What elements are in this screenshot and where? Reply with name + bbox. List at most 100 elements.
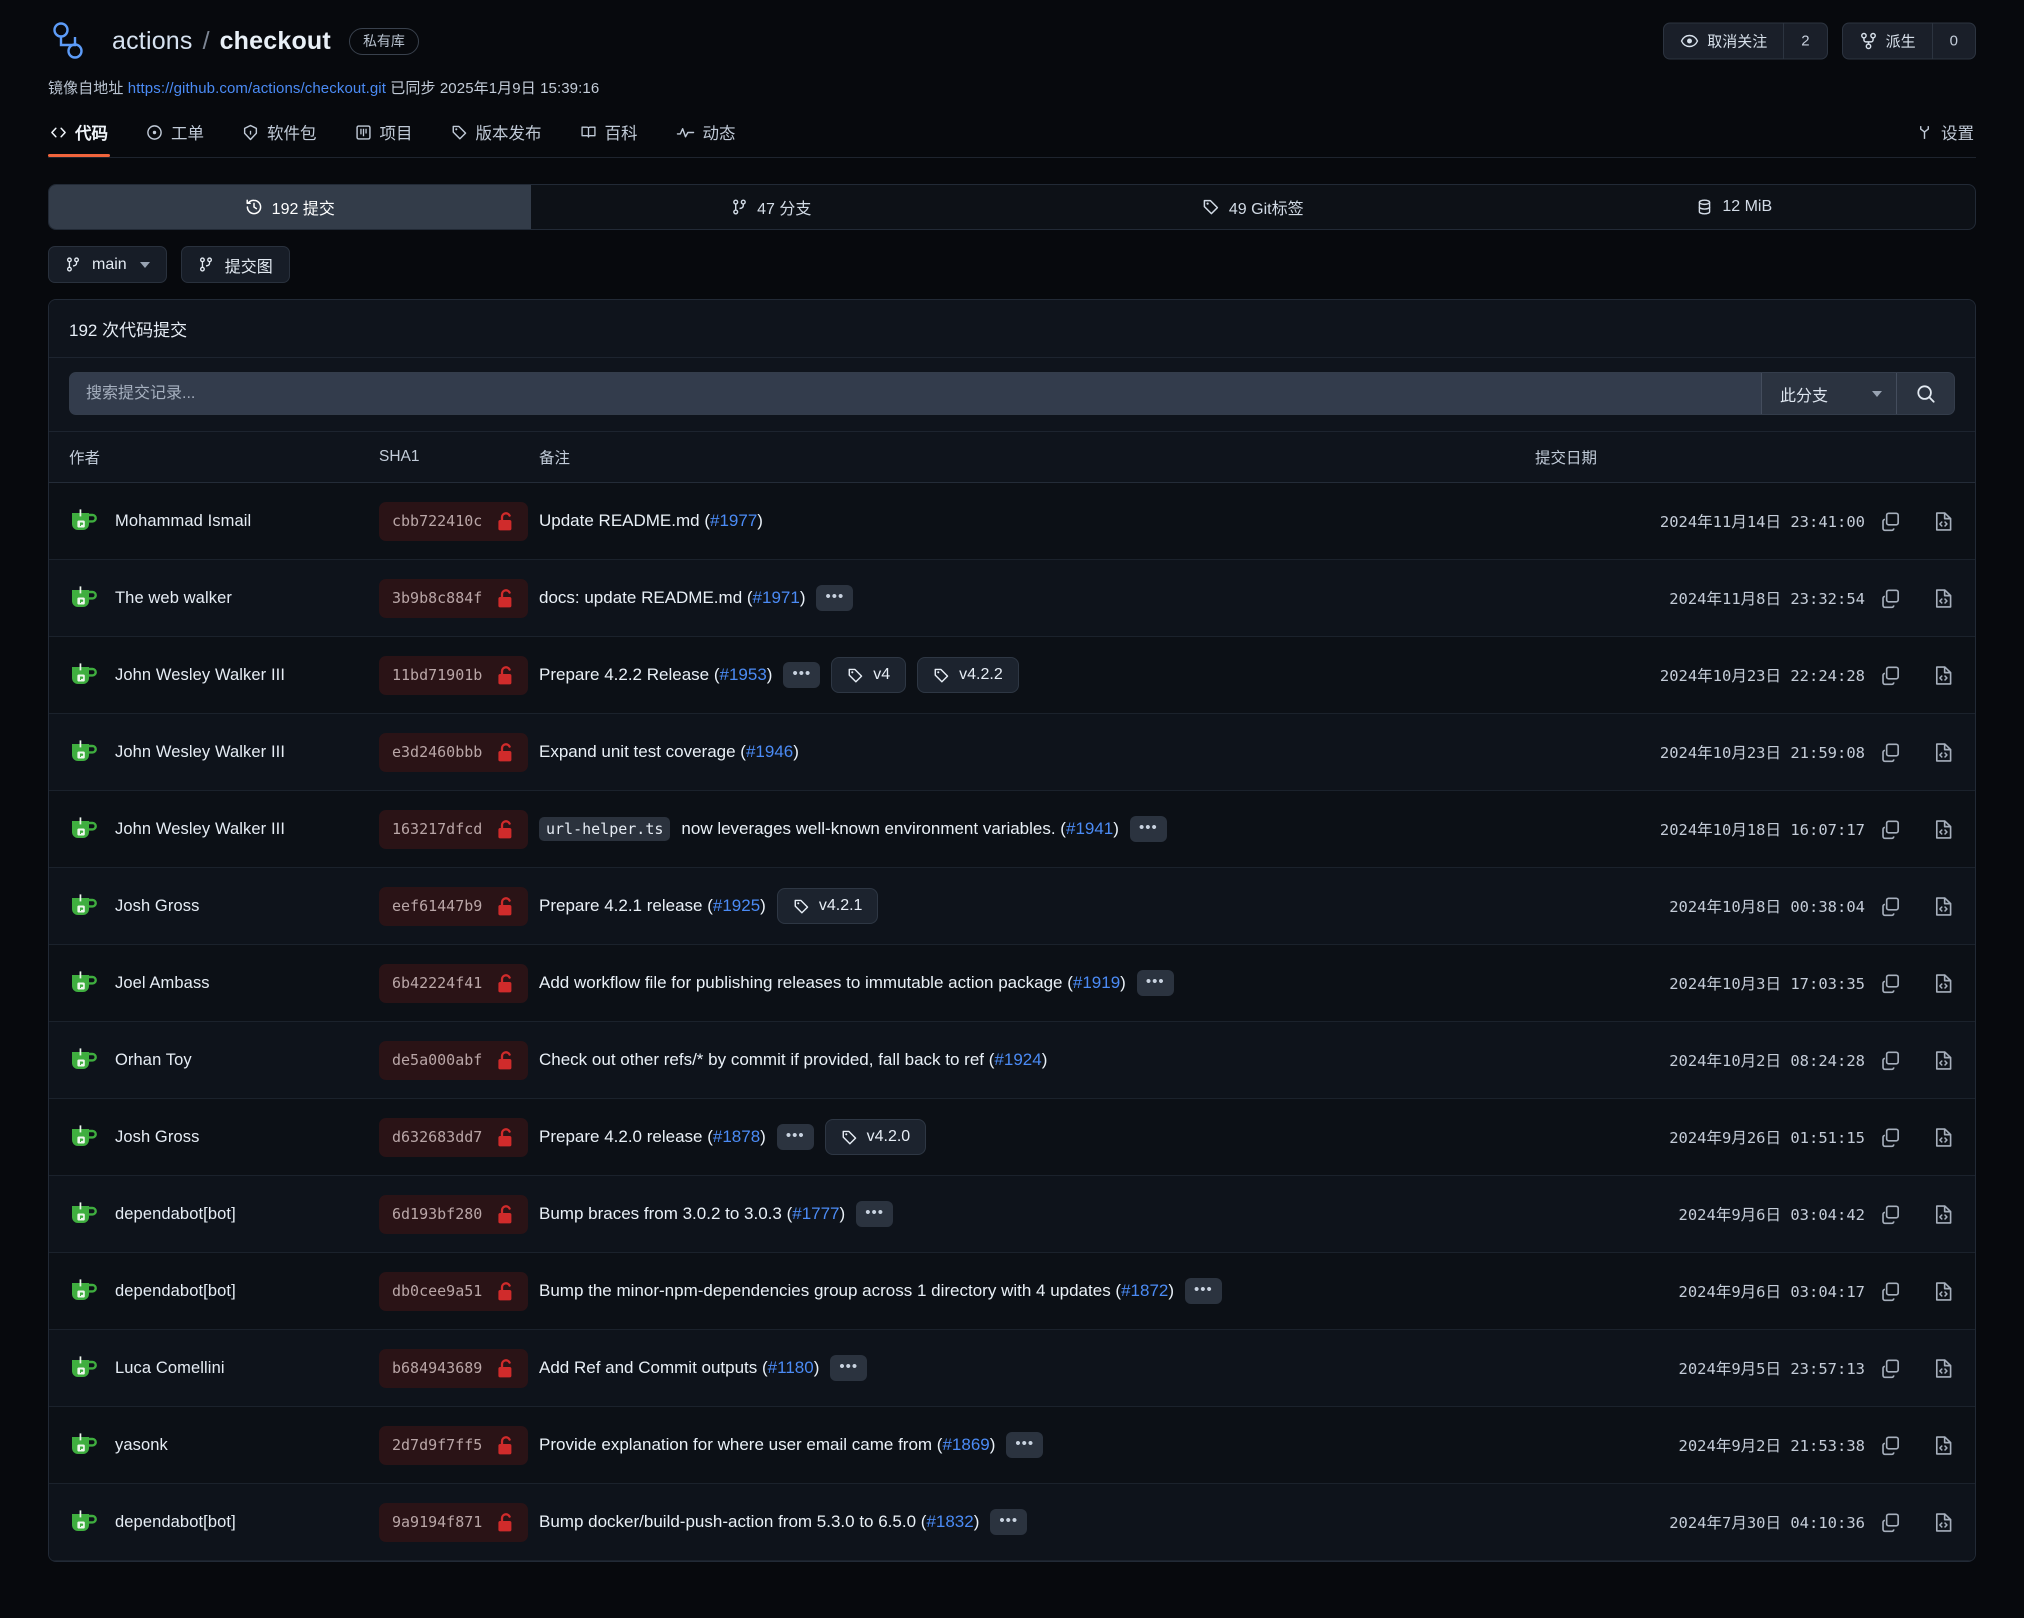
commit-sha-pill[interactable]: 2d7d9f7ff5 xyxy=(379,1425,529,1465)
commit-sha-pill[interactable]: 6b42224f41 xyxy=(379,963,529,1003)
watch-button-group[interactable]: 取消关注 2 xyxy=(1663,22,1828,60)
commit-message-text[interactable]: Add Ref and Commit outputs (#1180) xyxy=(539,1358,820,1377)
commit-message-text[interactable]: Update README.md (#1977) xyxy=(539,511,763,530)
commit-tag-chip[interactable]: v4.2.1 xyxy=(776,888,879,924)
file-code-icon[interactable] xyxy=(1932,818,1955,841)
copy-icon[interactable] xyxy=(1879,895,1902,918)
commit-sha-pill[interactable]: 163217dfcd xyxy=(379,809,529,849)
copy-icon[interactable] xyxy=(1879,1357,1902,1380)
copy-icon[interactable] xyxy=(1879,741,1902,764)
copy-icon[interactable] xyxy=(1879,1511,1902,1534)
commit-tag-chip[interactable]: v4.2.0 xyxy=(824,1119,927,1155)
tab-projects[interactable]: 项目 xyxy=(353,114,415,157)
commit-message-text[interactable]: Prepare 4.2.0 release (#1878) xyxy=(539,1127,766,1146)
copy-icon[interactable] xyxy=(1879,510,1902,533)
copy-icon[interactable] xyxy=(1879,664,1902,687)
commit-sha-pill[interactable]: 11bd71901b xyxy=(379,655,529,695)
copy-icon[interactable] xyxy=(1879,1203,1902,1226)
commit-pr-link[interactable]: #1971 xyxy=(752,588,800,607)
commit-sha-pill[interactable]: e3d2460bbb xyxy=(379,732,529,772)
commit-pr-link[interactable]: #1777 xyxy=(792,1204,840,1223)
avatar[interactable] xyxy=(69,1199,99,1229)
tab-packages[interactable]: 软件包 xyxy=(240,114,319,157)
tab-wiki[interactable]: 百科 xyxy=(578,114,640,157)
copy-icon[interactable] xyxy=(1879,1434,1902,1457)
stat-size[interactable]: 12 MiB xyxy=(1494,185,1976,229)
table-row[interactable]: Josh Gross d632683dd7 Prepare 4.2.0 releas… xyxy=(49,1098,1975,1176)
commit-pr-link[interactable]: #1180 xyxy=(767,1358,814,1377)
expand-commit-message-button[interactable]: ••• xyxy=(1129,816,1167,842)
table-row[interactable]: Luca Comellini b684943689 Add Ref and Comm… xyxy=(49,1329,1975,1407)
branch-selector-button[interactable]: main xyxy=(48,246,167,283)
file-code-icon[interactable] xyxy=(1932,1203,1955,1226)
file-code-icon[interactable] xyxy=(1932,510,1955,533)
commit-pr-link[interactable]: #1953 xyxy=(719,665,767,684)
copy-icon[interactable] xyxy=(1879,972,1902,995)
tab-settings[interactable]: 设置 xyxy=(1914,114,1976,157)
avatar[interactable] xyxy=(69,968,99,998)
avatar[interactable] xyxy=(69,506,99,536)
commit-sha-pill[interactable]: cbb722410c xyxy=(379,501,529,541)
commit-author-name[interactable]: dependabot[bot] xyxy=(115,1204,236,1223)
table-row[interactable]: dependabot[bot] db0cee9a51 Bump the minor-… xyxy=(49,1252,1975,1330)
expand-commit-message-button[interactable]: ••• xyxy=(990,1509,1028,1535)
commit-message-text[interactable]: Add workflow file for publishing release… xyxy=(539,973,1126,992)
commit-author-name[interactable]: The web walker xyxy=(115,588,232,607)
file-code-icon[interactable] xyxy=(1932,1280,1955,1303)
commit-message-text[interactable]: now leverages well-known environment var… xyxy=(681,819,1119,838)
expand-commit-message-button[interactable]: ••• xyxy=(776,1124,814,1150)
stat-commits[interactable]: 192 提交 xyxy=(49,185,531,229)
table-row[interactable]: The web walker 3b9b8c884f docs: update REA… xyxy=(49,559,1975,637)
file-code-icon[interactable] xyxy=(1932,664,1955,687)
commit-author-name[interactable]: dependabot[bot] xyxy=(115,1512,236,1531)
commit-message-text[interactable]: Bump the minor-npm-dependencies group ac… xyxy=(539,1281,1175,1300)
commit-message-text[interactable]: Expand unit test coverage (#1946) xyxy=(539,742,799,761)
stat-tags[interactable]: 49 Git标签 xyxy=(1012,185,1494,229)
commit-message-text[interactable]: Check out other refs/* by commit if prov… xyxy=(539,1050,1048,1069)
fork-count[interactable]: 0 xyxy=(1931,23,1975,59)
expand-commit-message-button[interactable]: ••• xyxy=(1006,1432,1044,1458)
commit-sha-pill[interactable]: de5a000abf xyxy=(379,1040,529,1080)
commit-author-name[interactable]: Josh Gross xyxy=(115,1127,200,1146)
commit-message-text[interactable]: Prepare 4.2.2 Release (#1953) xyxy=(539,665,773,684)
commit-tag-chip[interactable]: v4.2.2 xyxy=(917,657,1019,693)
table-row[interactable]: John Wesley Walker III e3d2460bbb Expand u… xyxy=(49,713,1975,791)
commit-pr-link[interactable]: #1946 xyxy=(745,742,794,761)
repo-name-link[interactable]: checkout xyxy=(219,26,331,55)
commit-sha-pill[interactable]: 3b9b8c884f xyxy=(379,578,529,618)
commit-author-name[interactable]: Orhan Toy xyxy=(115,1050,192,1069)
expand-commit-message-button[interactable]: ••• xyxy=(830,1355,868,1381)
commit-author-name[interactable]: John Wesley Walker III xyxy=(115,819,286,838)
table-row[interactable]: Joel Ambass 6b42224f41 Add workflow file f… xyxy=(49,944,1975,1022)
avatar[interactable] xyxy=(69,1122,99,1152)
commit-pr-link[interactable]: #1924 xyxy=(994,1050,1042,1069)
file-code-icon[interactable] xyxy=(1932,587,1955,610)
commit-author-name[interactable]: Mohammad Ismail xyxy=(115,511,252,530)
tab-releases[interactable]: 版本发布 xyxy=(449,114,544,157)
avatar[interactable] xyxy=(69,660,99,690)
avatar[interactable] xyxy=(69,1430,99,1460)
copy-icon[interactable] xyxy=(1879,1280,1902,1303)
commit-pr-link[interactable]: #1869 xyxy=(942,1435,990,1454)
file-code-icon[interactable] xyxy=(1932,1357,1955,1380)
file-code-icon[interactable] xyxy=(1932,1434,1955,1457)
search-submit-button[interactable] xyxy=(1896,373,1954,414)
fork-button[interactable]: 派生 xyxy=(1843,24,1932,59)
commit-author-name[interactable]: John Wesley Walker III xyxy=(115,665,286,684)
tab-activity[interactable]: 动态 xyxy=(674,114,738,157)
avatar[interactable] xyxy=(69,1507,99,1537)
table-row[interactable]: John Wesley Walker III 11bd71901b Prepare … xyxy=(49,636,1975,714)
commit-graph-button[interactable]: 提交图 xyxy=(180,246,290,283)
commit-pr-link[interactable]: #1977 xyxy=(710,511,758,530)
commit-author-name[interactable]: Josh Gross xyxy=(115,896,200,915)
commit-sha-pill[interactable]: b684943689 xyxy=(379,1348,529,1388)
table-row[interactable]: John Wesley Walker III 163217dfcd url-help… xyxy=(49,790,1975,868)
avatar[interactable] xyxy=(69,814,99,844)
avatar[interactable] xyxy=(69,1045,99,1075)
commit-sha-pill[interactable]: db0cee9a51 xyxy=(379,1271,529,1311)
copy-icon[interactable] xyxy=(1879,818,1902,841)
table-row[interactable]: Josh Gross eef61447b9 Prepare 4.2.1 releas… xyxy=(49,867,1975,945)
expand-commit-message-button[interactable]: ••• xyxy=(783,662,821,688)
table-row[interactable]: Orhan Toy de5a000abf Check out other refs/… xyxy=(49,1021,1975,1099)
table-row[interactable]: Mohammad Ismail cbb722410c Update README.m… xyxy=(49,482,1975,560)
